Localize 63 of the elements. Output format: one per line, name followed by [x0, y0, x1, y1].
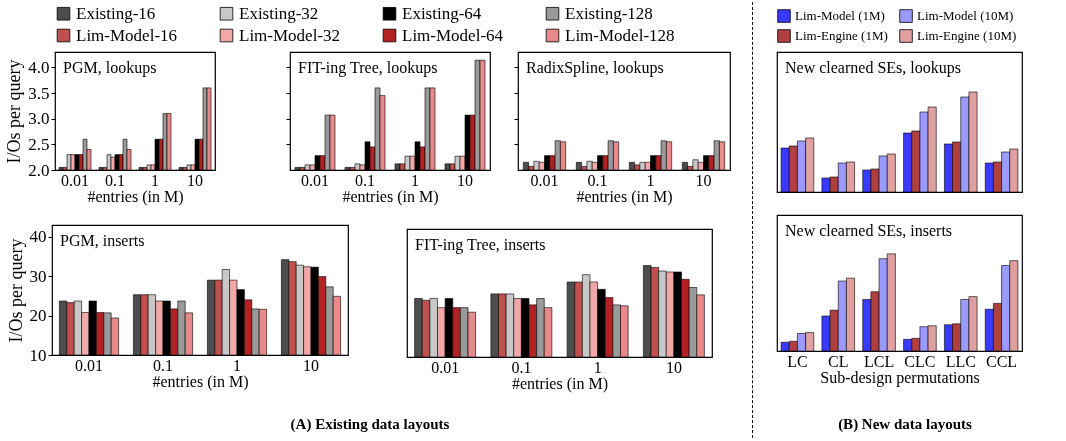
y-tick-label: 30 — [29, 266, 47, 286]
x-tick-label: 0.1 — [355, 171, 375, 189]
y-axis-title: I/Os per query — [5, 238, 26, 343]
legend-label: Lim-Model (10M) — [917, 8, 1014, 24]
x-tick-label: 0.1 — [153, 356, 173, 374]
chart-title: New clearned SEs, lookups — [785, 59, 961, 77]
legend-label: Existing-16 — [76, 3, 156, 23]
legend-label: Lim-Engine (10M) — [917, 28, 1017, 43]
x-tick-label: 0.01 — [530, 171, 559, 189]
chart-title: PGM, lookups — [63, 59, 157, 77]
x-tick-label: CLC — [904, 352, 936, 370]
y-tick-label: 3.5 — [28, 83, 50, 103]
y-tick-label: 2.5 — [28, 134, 50, 154]
x-tick-label: 1 — [151, 171, 159, 189]
x-tick-label: 1 — [411, 171, 419, 189]
legend-label: Existing-32 — [239, 3, 319, 23]
x-tick-label: 10 — [695, 171, 712, 189]
legend-label: Lim-Model (1M) — [795, 8, 885, 24]
text: (A) Existing data layouts — [290, 416, 450, 433]
x-tick-label: 1 — [593, 358, 602, 376]
x-tick-label: 10 — [303, 356, 319, 374]
legend-label: Existing-64 — [402, 3, 482, 23]
legend-label: Lim-Engine (1M) — [795, 28, 888, 43]
x-tick-label: 1 — [233, 356, 241, 374]
x-tick-label: 10 — [187, 171, 203, 189]
legend-label: Lim-Model-16 — [76, 25, 178, 45]
x-tick-label: 0.01 — [431, 358, 460, 376]
x-axis-title: #entries (in M) — [512, 374, 608, 393]
legend-label: Lim-Model-32 — [239, 25, 341, 45]
y-axis-title: I/Os per query — [4, 59, 25, 164]
x-axis-title: Sub-design permutations — [820, 368, 980, 387]
x-tick-label: LC — [787, 352, 808, 370]
chart-title: New clearned SEs, inserts — [785, 222, 953, 239]
x-tick-label: 10 — [665, 358, 682, 376]
x-tick-label: 0.01 — [301, 171, 329, 189]
text: (B) New data layouts — [838, 416, 972, 433]
chart-title: RadixSpline, lookups — [526, 59, 664, 77]
x-tick-label: CL — [828, 352, 849, 370]
y-tick-label: 4.0 — [28, 57, 50, 77]
x-tick-label: 10 — [457, 171, 473, 189]
x-tick-label: 0.01 — [61, 171, 89, 189]
chart-title: FIT-ing Tree, inserts — [415, 236, 546, 254]
x-tick-label: 0.1 — [105, 171, 125, 189]
x-axis-title: #entries (in M) — [576, 187, 673, 206]
y-tick-label: 20 — [29, 306, 47, 326]
legend-label: Existing-128 — [565, 3, 653, 23]
x-tick-label: LCL — [863, 352, 895, 370]
legend-label: Lim-Model-64 — [402, 25, 504, 45]
y-tick-label: 40 — [29, 227, 47, 247]
x-tick-label: 0.01 — [75, 356, 103, 374]
chart-title: FIT-ing Tree, lookups — [298, 59, 438, 77]
y-tick-label: 3.0 — [28, 109, 50, 129]
x-tick-label: 1 — [646, 171, 655, 189]
x-axis-title: #entries (in M) — [342, 187, 439, 206]
y-tick-label: 2.0 — [28, 160, 50, 180]
legend-label: Lim-Model-128 — [565, 25, 675, 45]
x-axis-title: #entries (in M) — [152, 372, 249, 391]
x-axis-title: #entries (in M) — [87, 187, 184, 206]
chart-title: PGM, inserts — [60, 232, 145, 249]
x-tick-label: 0.1 — [587, 171, 608, 189]
x-tick-label: 0.1 — [511, 358, 532, 376]
x-tick-label: CCL — [986, 352, 1018, 370]
x-tick-label: LLC — [945, 352, 976, 370]
